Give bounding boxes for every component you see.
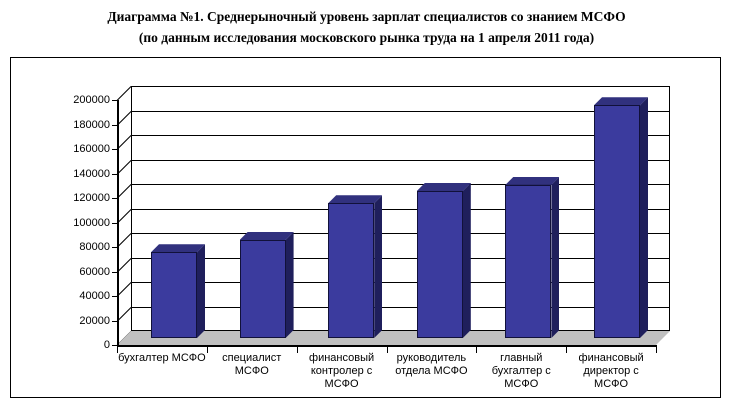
category-tick [476,345,478,353]
bar-front-face [416,191,463,338]
y-axis-tick [112,320,118,322]
category-label: финансовый директор с МСФО [578,352,644,390]
axis-tick-connector [116,208,132,224]
bar-front-face [328,203,375,338]
category-label: бухгалтер МСФО [118,352,206,364]
y-axis-label: 80000 [79,241,110,253]
y-axis-label: 140000 [73,167,110,180]
axis-tick-connector [116,159,132,175]
bar-side-face [551,177,559,338]
y-axis-label: 0 [103,339,110,351]
gridline [132,306,669,308]
y-axis-label: 180000 [73,118,110,131]
y-axis-tick [112,100,118,101]
category-label: специалист МСФО [222,352,282,377]
y-axis-tick [112,296,118,297]
gridline [132,282,669,283]
axis-tick-connector [116,257,132,273]
axis-tick-connector [116,233,132,248]
bar-front-face [239,240,286,338]
bar-side-face [286,232,294,338]
bar-top-face [239,232,294,240]
chart-title-line2: (по данным исследования московского рынк… [138,30,595,45]
axis-tick-connector [116,306,132,322]
gridline [132,257,669,259]
back-wall [131,86,670,331]
gridline [132,184,669,185]
category-tick [296,345,298,353]
category-label: руководитель отдела МСФО [395,352,468,377]
y-axis-tick [112,149,118,150]
y-axis-label: 120000 [73,192,110,204]
category-label: главный бухгалтер с МСФО [491,352,551,390]
axis-tick-connector [116,110,132,126]
axis-tick-connector [116,184,132,199]
y-axis-label: 20000 [79,314,110,327]
category-tick [386,345,388,353]
y-axis-label: 60000 [79,265,110,278]
y-axis-tick [112,173,118,175]
bar-side-face [374,195,382,338]
y-axis-tick [112,124,118,126]
bar-side-face [463,183,471,338]
gridline [132,135,669,136]
gridline [132,86,669,87]
axis-tick-connector [116,282,132,297]
y-axis-tick [112,247,118,248]
bar-front-face [151,252,197,338]
bar-top-face [505,176,560,185]
bar-side-face [640,97,648,338]
gridline [132,208,669,210]
bar-top-face [594,97,648,106]
category-tick [206,345,208,353]
y-axis-label: 40000 [79,290,110,302]
axis-tick-connector [116,135,132,150]
gridline [132,159,669,161]
chart-title: Диаграмма №1. Среднерыночный уровень зар… [0,6,733,48]
y-axis-label: 200000 [73,94,110,106]
bar-front-face [505,184,552,338]
bar-top-face [416,183,471,191]
chart-title-line1: Диаграмма №1. Среднерыночный уровень зар… [107,9,626,24]
y-axis-tick [112,345,118,346]
y-axis-tick [112,222,118,224]
y-axis-line [117,100,119,347]
y-axis-label: 100000 [73,216,110,229]
bar-side-face [197,244,205,338]
y-axis-tick [112,271,118,273]
category-tick [656,345,657,353]
axis-tick-connector [116,86,132,101]
category-tick [117,345,118,353]
bar-front-face [594,105,640,338]
bar-top-face [328,195,383,204]
gridline [132,233,669,234]
gridline [132,110,669,112]
category-tick [566,345,568,353]
bar-top-face [151,244,205,253]
category-label: финансовый контролер с МСФО [309,352,375,390]
y-axis-tick [112,198,118,199]
y-axis-label: 160000 [73,143,110,155]
